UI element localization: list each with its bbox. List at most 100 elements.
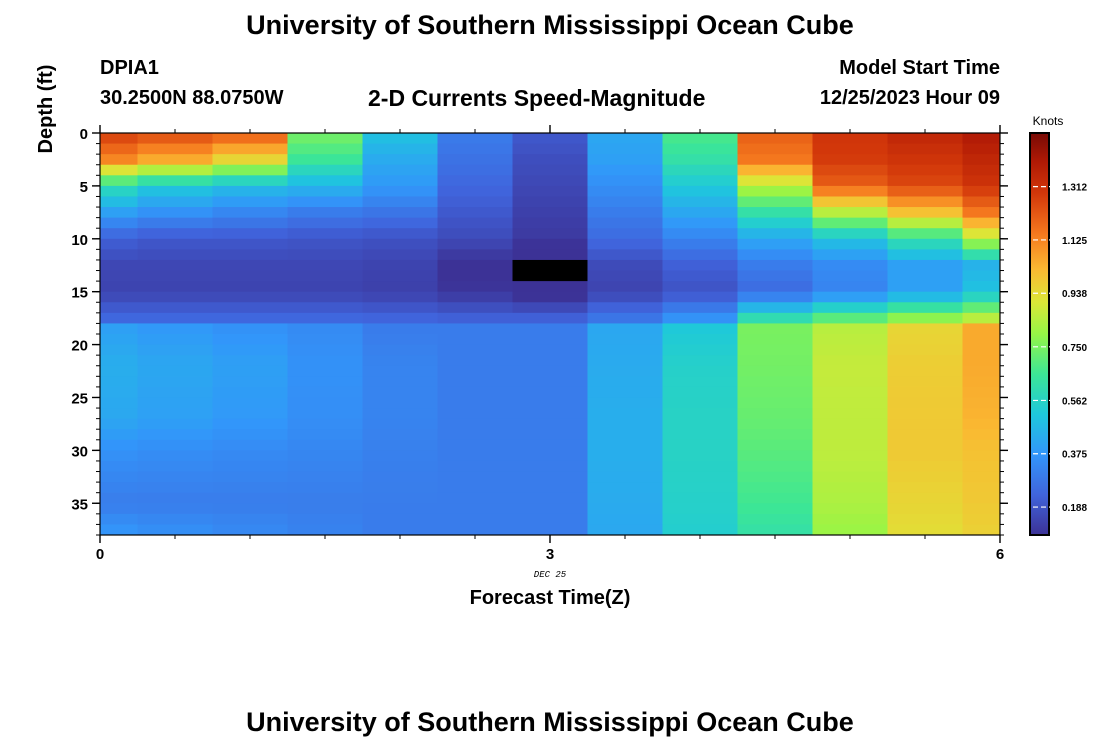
heatmap-cell	[887, 270, 964, 282]
heatmap-cell	[812, 439, 889, 451]
page-title: University of Southern Mississippi Ocean…	[246, 10, 854, 40]
heatmap-cell	[662, 154, 739, 166]
heatmap-cell	[100, 429, 139, 441]
heatmap-cell	[137, 302, 214, 314]
heatmap-cell	[512, 503, 589, 515]
heatmap-cell	[812, 238, 889, 250]
heatmap-cell	[587, 196, 664, 208]
heatmap-cell	[662, 323, 739, 335]
heatmap-cell	[137, 376, 214, 388]
heatmap-cell	[287, 249, 364, 261]
colorbar-scale	[1029, 132, 1050, 536]
heatmap-cell	[437, 439, 514, 451]
colorbar-label: Knots	[1033, 114, 1064, 128]
heatmap-cell	[737, 513, 814, 526]
heatmap-cell	[587, 302, 664, 314]
heatmap-cell	[812, 365, 889, 377]
heatmap-cell	[587, 408, 664, 420]
x-tick-label: 6	[996, 546, 1004, 563]
heatmap-cell	[662, 281, 739, 293]
heatmap-cell	[662, 524, 739, 535]
y-tick-label: 35	[71, 496, 88, 513]
heatmap-cell	[812, 492, 889, 504]
heatmap-cell	[437, 164, 514, 176]
heatmap-cell	[437, 249, 514, 261]
heatmap-cell	[662, 334, 739, 346]
heatmap-cell	[362, 312, 439, 325]
heatmap-cell	[512, 249, 589, 261]
heatmap-cell	[362, 439, 439, 451]
heatmap-cell	[512, 365, 589, 377]
heatmap-cell	[287, 386, 364, 399]
heatmap-cell	[812, 355, 889, 367]
heatmap-cell	[137, 249, 214, 261]
colorbar-tick-label: 0.375	[1062, 450, 1087, 461]
heatmap-cell	[662, 175, 739, 187]
heatmap-cell	[287, 154, 364, 166]
y-tick-label: 25	[71, 390, 88, 407]
heatmap-cell	[287, 143, 364, 155]
heatmap-cell	[512, 386, 589, 399]
heatmap-cell	[362, 513, 439, 526]
heatmap-cell	[887, 439, 964, 451]
heatmap-cell	[437, 376, 514, 388]
heatmap-cell	[287, 439, 364, 451]
heatmap-cell	[662, 450, 739, 462]
heatmap-cell	[512, 238, 589, 250]
heatmap-cell	[287, 302, 364, 314]
heatmap-cell	[512, 524, 589, 535]
heatmap-cell	[587, 281, 664, 293]
heatmap-cell	[137, 439, 214, 451]
heatmap-cell	[287, 270, 364, 282]
heatmap-cell	[100, 386, 139, 399]
heatmap-cell	[587, 270, 664, 282]
heatmap-cell	[887, 397, 964, 409]
heatmap-cell	[100, 238, 139, 250]
heatmap-cell	[737, 418, 814, 430]
heatmap-cell	[812, 291, 889, 303]
heatmap-cell	[812, 503, 889, 515]
heatmap-cell	[212, 175, 289, 187]
x-tick-label: 3	[546, 546, 554, 563]
heatmap-cell	[887, 503, 964, 515]
heatmap-cell	[512, 259, 589, 272]
heatmap-cell	[812, 164, 889, 176]
heatmap-cell	[512, 439, 589, 451]
heatmap-cell	[737, 175, 814, 187]
heatmap-cell	[587, 492, 664, 504]
heatmap-cell	[737, 249, 814, 261]
heatmap-cell	[212, 302, 289, 314]
heatmap-cell	[812, 143, 889, 155]
heatmap-cell	[587, 238, 664, 250]
x-axis-label: Forecast Time(Z)	[470, 587, 631, 609]
heatmap-cell	[737, 503, 814, 515]
heatmap-cell	[587, 334, 664, 346]
heatmap-cell	[812, 207, 889, 219]
heatmap-cell	[212, 185, 289, 198]
heatmap-cell	[137, 164, 214, 176]
heatmap-cell	[100, 460, 139, 473]
heatmap-cell	[362, 281, 439, 293]
heatmap-cell	[737, 281, 814, 293]
heatmap-cell	[812, 154, 889, 166]
heatmap-cell	[587, 143, 664, 155]
heatmap-cell	[962, 312, 1000, 325]
heatmap-cell	[812, 323, 889, 335]
heatmap-cell	[212, 207, 289, 219]
heatmap-cell	[212, 450, 289, 462]
heatmap-cell	[212, 439, 289, 451]
heatmap-cell	[287, 344, 364, 356]
heatmap-cell	[362, 228, 439, 240]
heatmap-cell	[887, 429, 964, 441]
heatmap-cell	[100, 196, 139, 208]
heatmap-cell	[737, 291, 814, 303]
heatmap-cell	[100, 334, 139, 346]
heatmap-cell	[287, 450, 364, 462]
heatmap-cell	[100, 302, 139, 314]
heatmap-cell	[212, 164, 289, 176]
heatmap-cell	[737, 334, 814, 346]
colorbar-tick-label: 0.750	[1062, 343, 1087, 354]
heatmap-cell	[362, 175, 439, 187]
heatmap-cell	[962, 460, 1000, 473]
heatmap-cell	[512, 312, 589, 325]
